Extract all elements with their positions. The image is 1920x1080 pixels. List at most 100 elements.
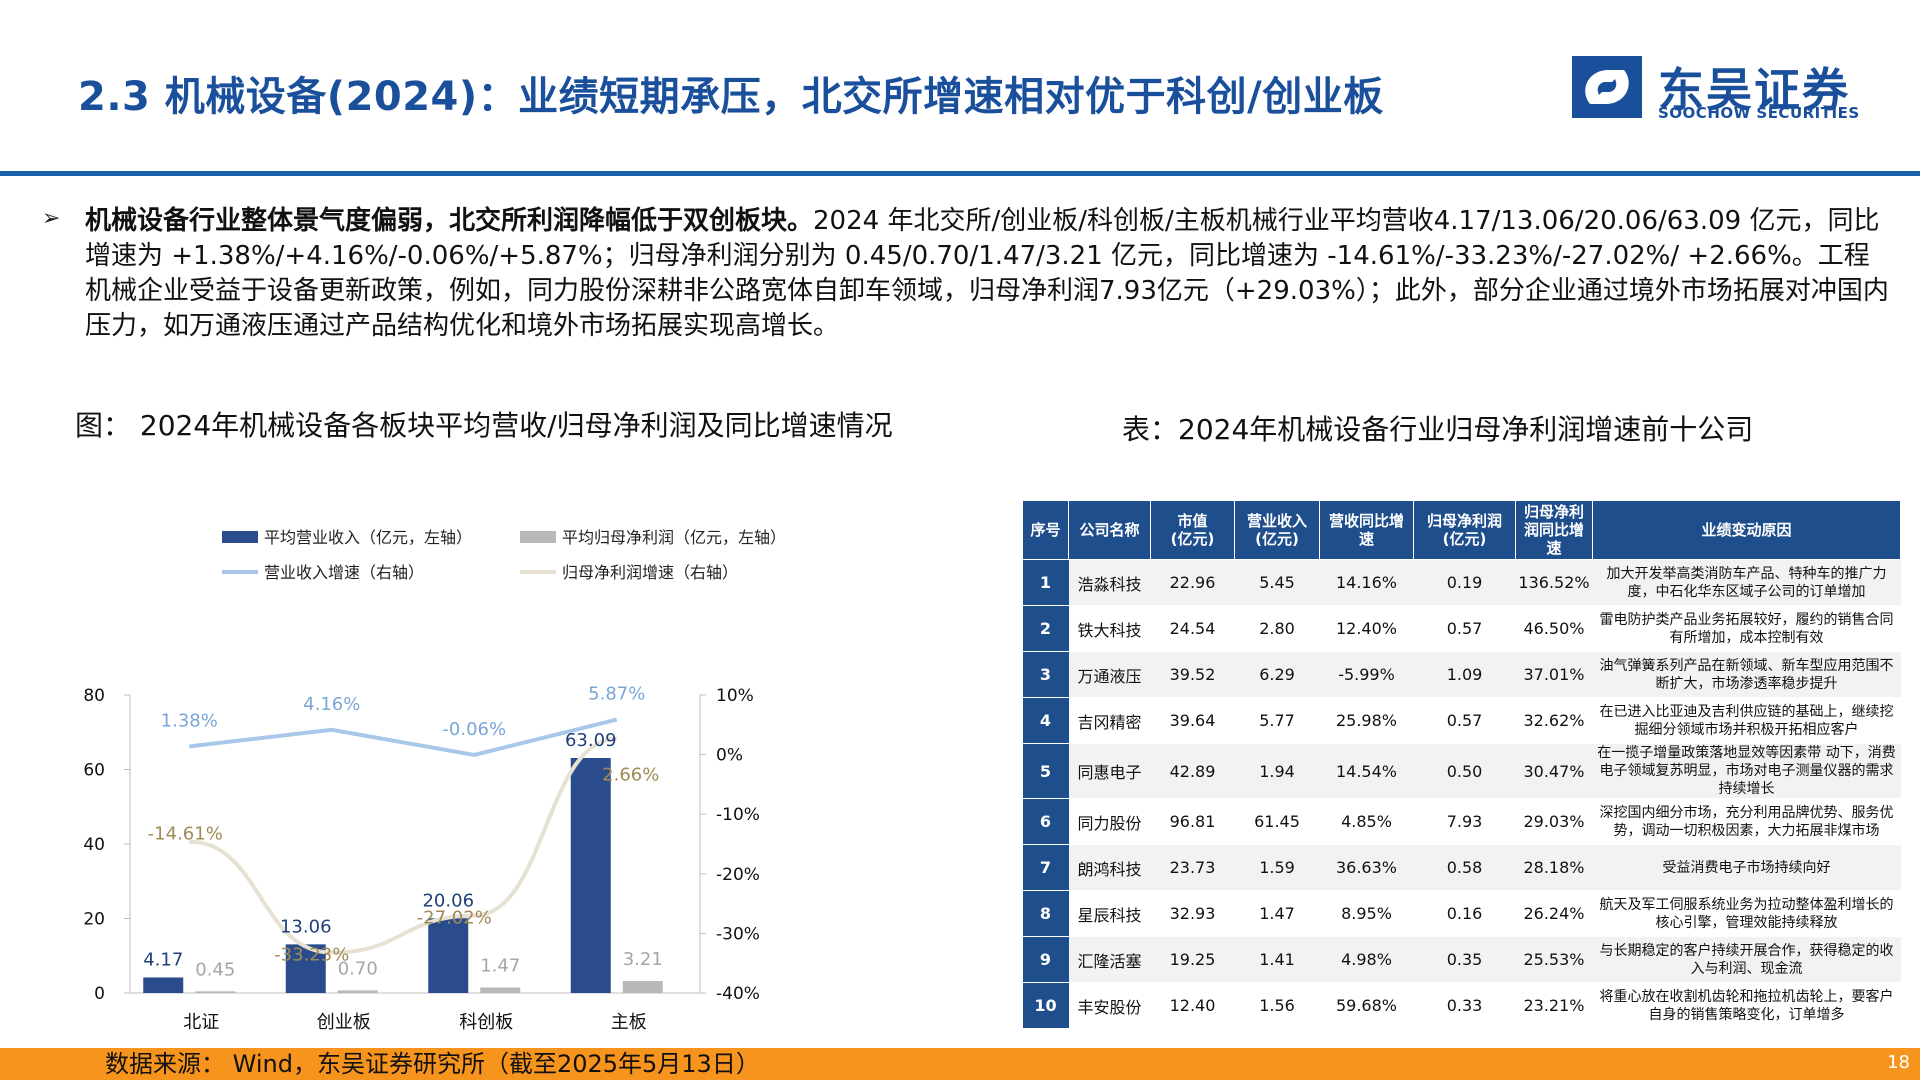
table-header-cell: 公司名称: [1068, 500, 1151, 560]
table-cell: 32.62%: [1515, 697, 1593, 744]
revenue-growth-label: 5.87%: [588, 684, 645, 705]
right-tick-label: -30%: [716, 924, 760, 944]
table-cell: 29.03%: [1515, 798, 1593, 845]
table-row: 3 万通液压 39.52 6.29 -5.99% 1.09 37.01% 油气弹簧系列产品在新…: [1022, 651, 1901, 698]
table-cell: 丰安股份: [1068, 982, 1151, 1029]
table-header-cell: 营业收入 (亿元): [1234, 500, 1320, 560]
reason-cell: 油气弹簧系列产品在新领域、新车型应用范围不断扩大，市场渗透率稳步提升: [1592, 651, 1901, 698]
slide-header: 2.3 机械设备(2024)：业绩短期承压，北交所增速相对优于科创/创业板 东吴…: [0, 0, 1920, 176]
revenue-bar: [570, 757, 611, 993]
table-cell: 浩淼科技: [1068, 559, 1151, 606]
table-cell: 26.24%: [1515, 890, 1593, 937]
table-row: 7 朗鸿科技 23.73 1.59 36.63% 0.58 28.18% 受益消费电子市场持续…: [1022, 844, 1901, 891]
left-tick-label: 80: [83, 686, 105, 706]
revenue-growth-label: 1.38%: [161, 710, 218, 731]
legend-label: 平均归母净利润（亿元，左轴）: [562, 528, 786, 547]
table-cell: 14.16%: [1319, 559, 1414, 606]
revenue-bar: [143, 977, 184, 993]
table-cell: 36.63%: [1319, 844, 1414, 891]
table-cell: 59.68%: [1319, 982, 1414, 1029]
table-cell: 1.94: [1234, 743, 1320, 799]
row-index-cell: 3: [1022, 651, 1069, 698]
summary-text: 2024 年北交所/创业板/科创板/主板机械行业平均营收4.17/13.06/2…: [85, 206, 1889, 341]
table-cell: 8.95%: [1319, 890, 1414, 937]
table-cell: 0.35: [1413, 936, 1516, 983]
table-title: 表：2024年机械设备行业归母净利润增速前十公司: [1122, 413, 1754, 446]
table-cell: 铁大科技: [1068, 605, 1151, 652]
table-cell: -5.99%: [1319, 651, 1414, 698]
top10-table-container: 序号 公司名称 市值 (亿元) 营业收入 (亿元) 营收同比增 速归母净利润 (亿元) 归…: [1022, 500, 1901, 1031]
table-cell: 同惠电子: [1068, 743, 1151, 799]
chart-bars: [143, 757, 663, 993]
table-cell: 30.47%: [1515, 743, 1593, 799]
row-index-cell: 2: [1022, 605, 1069, 652]
table-cell: 汇隆活塞: [1068, 936, 1151, 983]
table-row: 10 丰安股份 12.40 1.56 59.68% 0.33 23.21% 将重心放在收割机齿…: [1022, 982, 1901, 1029]
table-cell: 0.57: [1413, 605, 1516, 652]
table-cell: 12.40%: [1319, 605, 1414, 652]
table-cell: 1.59: [1234, 844, 1320, 891]
table-cell: 14.54%: [1319, 743, 1414, 799]
x-tick-label: 北证: [183, 1012, 219, 1033]
table-cell: 23.73: [1150, 844, 1235, 891]
profit-growth-line: [189, 736, 617, 955]
right-tick-label: 10%: [716, 686, 754, 706]
reason-cell: 将重心放在收割机齿轮和拖拉机齿轮上，要客户自身的销售策略变化，订单增多: [1592, 982, 1901, 1029]
bullet-arrow-icon: ➢: [42, 206, 61, 231]
table-cell: 6.29: [1234, 651, 1320, 698]
right-tick-label: -10%: [716, 805, 760, 825]
header-divider: [0, 171, 1920, 176]
page-title: 2.3 机械设备(2024)：业绩短期承压，北交所增速相对优于科创/创业板: [78, 74, 1384, 120]
label-group: 4.17 13.06 20.06 63.09 0.45 0.70 1.47 3.21 1.38%…: [143, 684, 663, 981]
x-tick-label: 科创板: [459, 1012, 513, 1033]
table-header-cell: 市值 (亿元): [1150, 500, 1235, 560]
left-tick-label: 20: [83, 910, 105, 930]
table-cell: 2.80: [1234, 605, 1320, 652]
profit-data-label: 3.21: [623, 949, 663, 970]
profit-data-label: 1.47: [480, 956, 520, 977]
profit-bar: [337, 990, 378, 993]
table-cell: 25.98%: [1319, 697, 1414, 744]
table-cell: 28.18%: [1515, 844, 1593, 891]
table-row: 9 汇隆活塞 19.25 1.41 4.98% 0.35 25.53% 与长期稳定的客户持续开…: [1022, 936, 1901, 983]
reason-cell: 受益消费电子市场持续向好: [1592, 844, 1901, 891]
table-cell: 46.50%: [1515, 605, 1593, 652]
revenue-data-label: 13.06: [280, 916, 332, 937]
profit-growth-label: -33.23%: [274, 945, 349, 966]
table-cell: 1.09: [1413, 651, 1516, 698]
legend-swatch: [520, 531, 556, 543]
footer-bar: 数据来源： Wind，东吴证券研究所（截至2025年5月13日） 18: [0, 1048, 1920, 1080]
table-cell: 5.45: [1234, 559, 1320, 606]
table-cell: 32.93: [1150, 890, 1235, 937]
table-cell: 1.56: [1234, 982, 1320, 1029]
table-row: 6 同力股份 96.81 61.45 4.85% 7.93 29.03% 深挖国内细分市场，充…: [1022, 798, 1901, 845]
right-tick-label: -20%: [716, 865, 760, 885]
legend-label: 平均营业收入（亿元，左轴）: [264, 528, 472, 547]
revenue-data-label: 63.09: [565, 730, 617, 751]
table-cell: 0.33: [1413, 982, 1516, 1029]
table-cell: 4.85%: [1319, 798, 1414, 845]
table-cell: 25.53%: [1515, 936, 1593, 983]
chart-lines: [189, 717, 618, 955]
company-logo: 东吴证券 SOOCHOW SECURITIES: [1572, 52, 1872, 122]
reason-cell: 在已进入比亚迪及吉利供应链的基础上，继续挖掘细分领域市场并积极开拓相应客户: [1592, 697, 1901, 744]
table-header-row: 序号 公司名称 市值 (亿元) 营业收入 (亿元) 营收同比增 速归母净利润 (亿元) 归…: [1022, 500, 1901, 560]
table-cell: 24.54: [1150, 605, 1235, 652]
legend-label: 营业收入增速（右轴）: [264, 563, 424, 582]
line-group: [189, 717, 618, 955]
chart-axes: 0 20 40 60 80 -40% -30% -20% -10% 0% 10% 北证 创业板 科创板 主板: [83, 686, 760, 1033]
table-header-cell: 序号: [1022, 500, 1069, 560]
page-number: 18: [1887, 1052, 1910, 1073]
row-index-cell: 1: [1022, 559, 1069, 606]
top10-profit-growth-table: 序号 公司名称 市值 (亿元) 营业收入 (亿元) 营收同比增 速归母净利润 (亿元) 归…: [1022, 500, 1901, 1029]
table-cell: 23.21%: [1515, 982, 1593, 1029]
table-cell: 4.98%: [1319, 936, 1414, 983]
table-header-cell: 归母净利润 (亿元): [1413, 500, 1516, 560]
table-cell: 96.81: [1150, 798, 1235, 845]
chart-legend: 平均营业收入（亿元，左轴） 平均归母净利润（亿元，左轴） 营业收入增速（右轴） 归母净…: [222, 528, 786, 582]
table-cell: 0.19: [1413, 559, 1516, 606]
left-tick-label: 40: [83, 835, 105, 855]
table-row: 1 浩淼科技 22.96 5.45 14.16% 0.19 136.52% 加大开发举高类消防…: [1022, 559, 1901, 606]
table-cell: 19.25: [1150, 936, 1235, 983]
table-row: 2 铁大科技 24.54 2.80 12.40% 0.57 46.50% 雷电防护类产品业务拓…: [1022, 605, 1901, 652]
